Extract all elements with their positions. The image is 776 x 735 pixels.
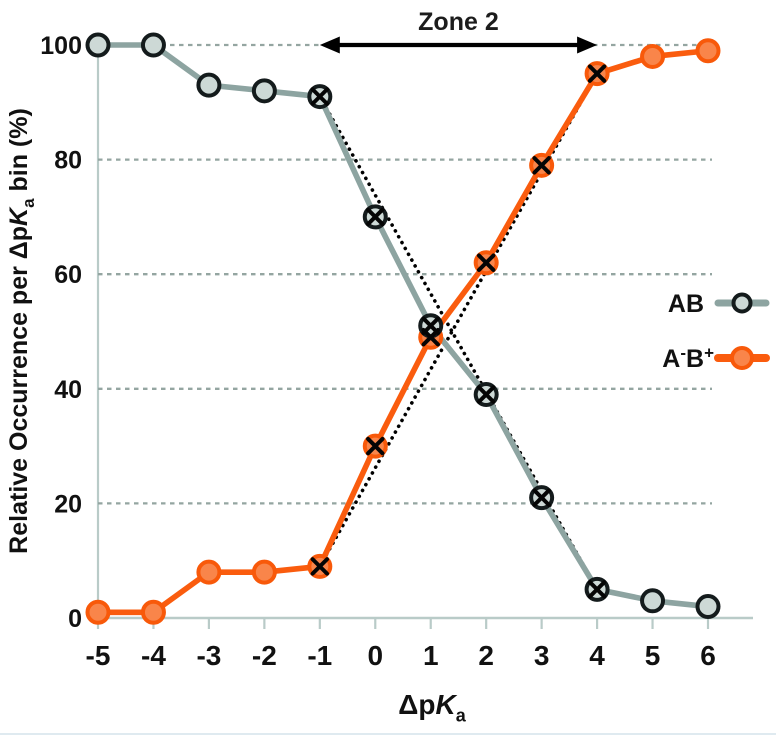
marker-x-overlay bbox=[476, 385, 496, 404]
x-tick-label: -1 bbox=[307, 640, 332, 671]
data-point-marker bbox=[695, 38, 721, 64]
marker-x-overlay bbox=[366, 436, 385, 456]
y-tick-label: 100 bbox=[40, 32, 82, 60]
y-tick-label: 40 bbox=[54, 376, 82, 404]
label-part: K bbox=[435, 689, 457, 720]
label-part: Relative Occurrence per Δp bbox=[5, 226, 33, 554]
data-point-marker bbox=[85, 599, 111, 625]
data-point-marker bbox=[640, 43, 666, 69]
x-tick-label: 5 bbox=[645, 640, 661, 671]
x-tick-label: 2 bbox=[478, 640, 494, 671]
label-part: bin (%) bbox=[5, 108, 33, 198]
zone-arrow-head-left bbox=[319, 36, 340, 54]
y-tick-label: 60 bbox=[54, 261, 82, 289]
label-part: + bbox=[704, 344, 714, 363]
legend-swatch-marker bbox=[730, 346, 754, 370]
label-part: B bbox=[686, 345, 704, 373]
label-part: Δp bbox=[398, 689, 435, 720]
marker-x-overlay bbox=[476, 253, 496, 272]
data-point-marker bbox=[251, 78, 277, 104]
trend-dotted-line-0 bbox=[318, 94, 599, 592]
figure-bottom-border bbox=[0, 733, 776, 735]
x-tick-label: 0 bbox=[367, 640, 383, 671]
marker-x-overlay bbox=[532, 156, 551, 175]
x-tick-label: 6 bbox=[700, 640, 716, 671]
marker-x-overlay bbox=[310, 557, 330, 576]
x-tick-label: 4 bbox=[589, 640, 605, 671]
label-part: AB bbox=[668, 290, 704, 318]
y-tick-label: 0 bbox=[68, 605, 82, 633]
marker-x-overlay bbox=[532, 488, 551, 507]
data-point-marker bbox=[85, 32, 111, 58]
trend-dotted-line-1 bbox=[318, 71, 599, 569]
marker-x-overlay bbox=[310, 87, 330, 106]
data-point-marker bbox=[695, 594, 721, 620]
x-tick-label: -3 bbox=[196, 640, 221, 671]
label-part: - bbox=[680, 344, 686, 363]
label-part: a bbox=[456, 706, 467, 726]
marker-x-overlay bbox=[587, 64, 607, 83]
y-tick-label: 80 bbox=[54, 147, 82, 175]
legend-label: AB bbox=[668, 290, 704, 318]
marker-x-overlay bbox=[421, 328, 440, 347]
data-point-marker bbox=[196, 559, 222, 585]
zone-arrow-head-right bbox=[577, 36, 598, 54]
marker-x-overlay bbox=[587, 580, 607, 599]
x-tick-label: 1 bbox=[423, 640, 439, 671]
legend-label: A-B+ bbox=[662, 344, 714, 373]
x-tick-label: -5 bbox=[86, 640, 111, 671]
marker-x-overlay bbox=[366, 207, 385, 227]
data-point-marker bbox=[140, 599, 166, 625]
x-tick-label: -4 bbox=[141, 640, 166, 671]
data-point-marker bbox=[196, 72, 222, 98]
series-line-a-b bbox=[95, 47, 711, 616]
label-part: a bbox=[19, 198, 38, 208]
legend-swatch-marker bbox=[731, 292, 753, 314]
data-point-marker bbox=[251, 559, 277, 585]
label-part: A bbox=[662, 345, 680, 373]
x-axis-title: ΔpKa bbox=[398, 689, 466, 726]
zone-label: Zone 2 bbox=[418, 8, 499, 36]
y-tick-label: 20 bbox=[54, 490, 82, 518]
label-part: K bbox=[5, 206, 33, 226]
x-tick-label: 3 bbox=[534, 640, 550, 671]
series-line-ab bbox=[95, 42, 711, 610]
data-point-marker bbox=[640, 588, 666, 614]
y-axis-title: Relative Occurrence per ΔpKa bin (%) bbox=[5, 108, 38, 554]
x-tick-label: -2 bbox=[252, 640, 277, 671]
data-point-marker bbox=[140, 32, 166, 58]
